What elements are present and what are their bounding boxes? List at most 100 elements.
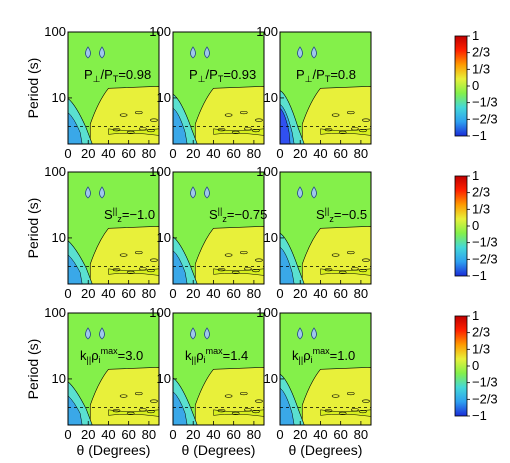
annotation-mid: /P bbox=[313, 67, 325, 82]
x-tick-label: 60 bbox=[333, 146, 347, 161]
panel-frame bbox=[67, 171, 160, 285]
panel-frame bbox=[172, 31, 265, 145]
panel-fill bbox=[68, 32, 159, 144]
annotation-value: =−0.5 bbox=[334, 207, 367, 222]
annotation-subscript: T bbox=[218, 74, 224, 84]
colorbar-tick-label: 0 bbox=[472, 358, 479, 373]
teardrop-marker bbox=[297, 46, 303, 59]
annotation-main: S bbox=[209, 207, 218, 222]
contour-blob bbox=[231, 411, 240, 415]
contour-blob bbox=[139, 408, 147, 412]
x-tick-label: 0 bbox=[169, 286, 176, 301]
teardrop-marker bbox=[204, 327, 210, 340]
contour-blob bbox=[362, 118, 370, 122]
contour-blob bbox=[338, 411, 347, 415]
x-tick-label: 80 bbox=[354, 427, 368, 442]
annotation-main: k bbox=[185, 348, 192, 363]
annotation-mid: /P bbox=[206, 67, 218, 82]
annotation-subscript: || bbox=[87, 355, 92, 365]
y-tick-label: 100 bbox=[149, 24, 171, 39]
teardrop-marker bbox=[204, 186, 210, 199]
colorbar-tick-label: 1/3 bbox=[472, 61, 490, 76]
panel-annotation: S||z=−0.75 bbox=[209, 206, 267, 224]
contour-blob bbox=[359, 409, 367, 414]
annotation-superscript: max bbox=[313, 346, 331, 356]
annotation-mid: ρ bbox=[196, 348, 203, 363]
teardrop-marker bbox=[99, 327, 105, 340]
annotation-superscript: || bbox=[325, 206, 330, 216]
panel-fill bbox=[280, 313, 371, 425]
colorbar-tick-label: 1/3 bbox=[472, 341, 490, 356]
colorbar-gradient bbox=[454, 315, 468, 417]
x-tick-label: 20 bbox=[186, 286, 200, 301]
contour-blob bbox=[139, 127, 147, 131]
x-tick-label: 0 bbox=[64, 427, 71, 442]
contour-blob bbox=[224, 113, 233, 117]
contour-band bbox=[320, 128, 371, 136]
x-tick-label: 60 bbox=[333, 286, 347, 301]
contour-blob bbox=[217, 128, 226, 132]
x-tick-label: 40 bbox=[101, 427, 115, 442]
teardrop-marker bbox=[99, 46, 105, 59]
x-tick-label: 80 bbox=[354, 286, 368, 301]
contour-blob bbox=[217, 268, 226, 272]
colorbar-tick-label: −2/3 bbox=[472, 251, 498, 266]
annotation-superscript: || bbox=[113, 206, 118, 216]
y-tick-label: 100 bbox=[44, 24, 66, 39]
contour-blob bbox=[139, 267, 147, 271]
contour-blob bbox=[362, 399, 370, 403]
x-tick-label: 60 bbox=[121, 146, 135, 161]
contour-blob bbox=[346, 391, 355, 396]
annotation-main: P bbox=[296, 67, 305, 82]
contour-blob bbox=[331, 253, 340, 257]
x-tick-label: 40 bbox=[101, 286, 115, 301]
contour-band bbox=[320, 268, 371, 276]
y-tick-label: 100 bbox=[44, 305, 66, 320]
panel-annotation: k||ρimax=1.4 bbox=[185, 346, 248, 365]
x-tick-label: 80 bbox=[354, 146, 368, 161]
annotation-subscript: ⊥ bbox=[93, 74, 101, 84]
x-tick-label: 80 bbox=[247, 146, 261, 161]
colorbar-tick-label: 1 bbox=[472, 308, 479, 323]
contour-blob bbox=[112, 268, 121, 272]
contour-blob bbox=[239, 250, 248, 255]
annotation-subscript: i bbox=[99, 355, 101, 365]
contour-blob bbox=[346, 250, 355, 255]
y-tick-label: 100 bbox=[149, 305, 171, 320]
x-tick-label: 60 bbox=[226, 427, 240, 442]
annotation-subscript: z bbox=[222, 214, 227, 224]
x-tick-label: 40 bbox=[206, 427, 220, 442]
x-tick-label: 60 bbox=[226, 286, 240, 301]
contour-blob bbox=[244, 267, 252, 271]
contour-blob bbox=[359, 268, 367, 273]
y-tick-label: 10 bbox=[157, 371, 171, 386]
colorbar-gradient bbox=[454, 35, 468, 137]
x-tick-label: 0 bbox=[64, 146, 71, 161]
annotation-value: =3.0 bbox=[118, 348, 144, 363]
contour-band bbox=[213, 409, 264, 417]
annotation-superscript: || bbox=[218, 206, 223, 216]
annotation-main: S bbox=[316, 207, 325, 222]
panel-frame bbox=[172, 312, 265, 426]
contour-blob bbox=[324, 409, 333, 413]
x-tick-label: 60 bbox=[333, 427, 347, 442]
high-region bbox=[194, 366, 264, 425]
x-tick-label: 40 bbox=[313, 146, 327, 161]
x-tick-label: 80 bbox=[142, 286, 156, 301]
contour-blob bbox=[217, 409, 226, 413]
contour-blob bbox=[126, 270, 135, 274]
x-axis-label: θ (Degrees) bbox=[77, 442, 151, 458]
annotation-subscript: i bbox=[311, 355, 313, 365]
colorbar-tick-label: −2/3 bbox=[472, 111, 498, 126]
x-tick-label: 0 bbox=[64, 286, 71, 301]
panel-fill bbox=[68, 313, 159, 425]
annotation-subscript: || bbox=[299, 355, 304, 365]
y-tick-label: 100 bbox=[256, 24, 278, 39]
x-tick-label: 20 bbox=[293, 146, 307, 161]
panel-fill bbox=[280, 32, 371, 144]
